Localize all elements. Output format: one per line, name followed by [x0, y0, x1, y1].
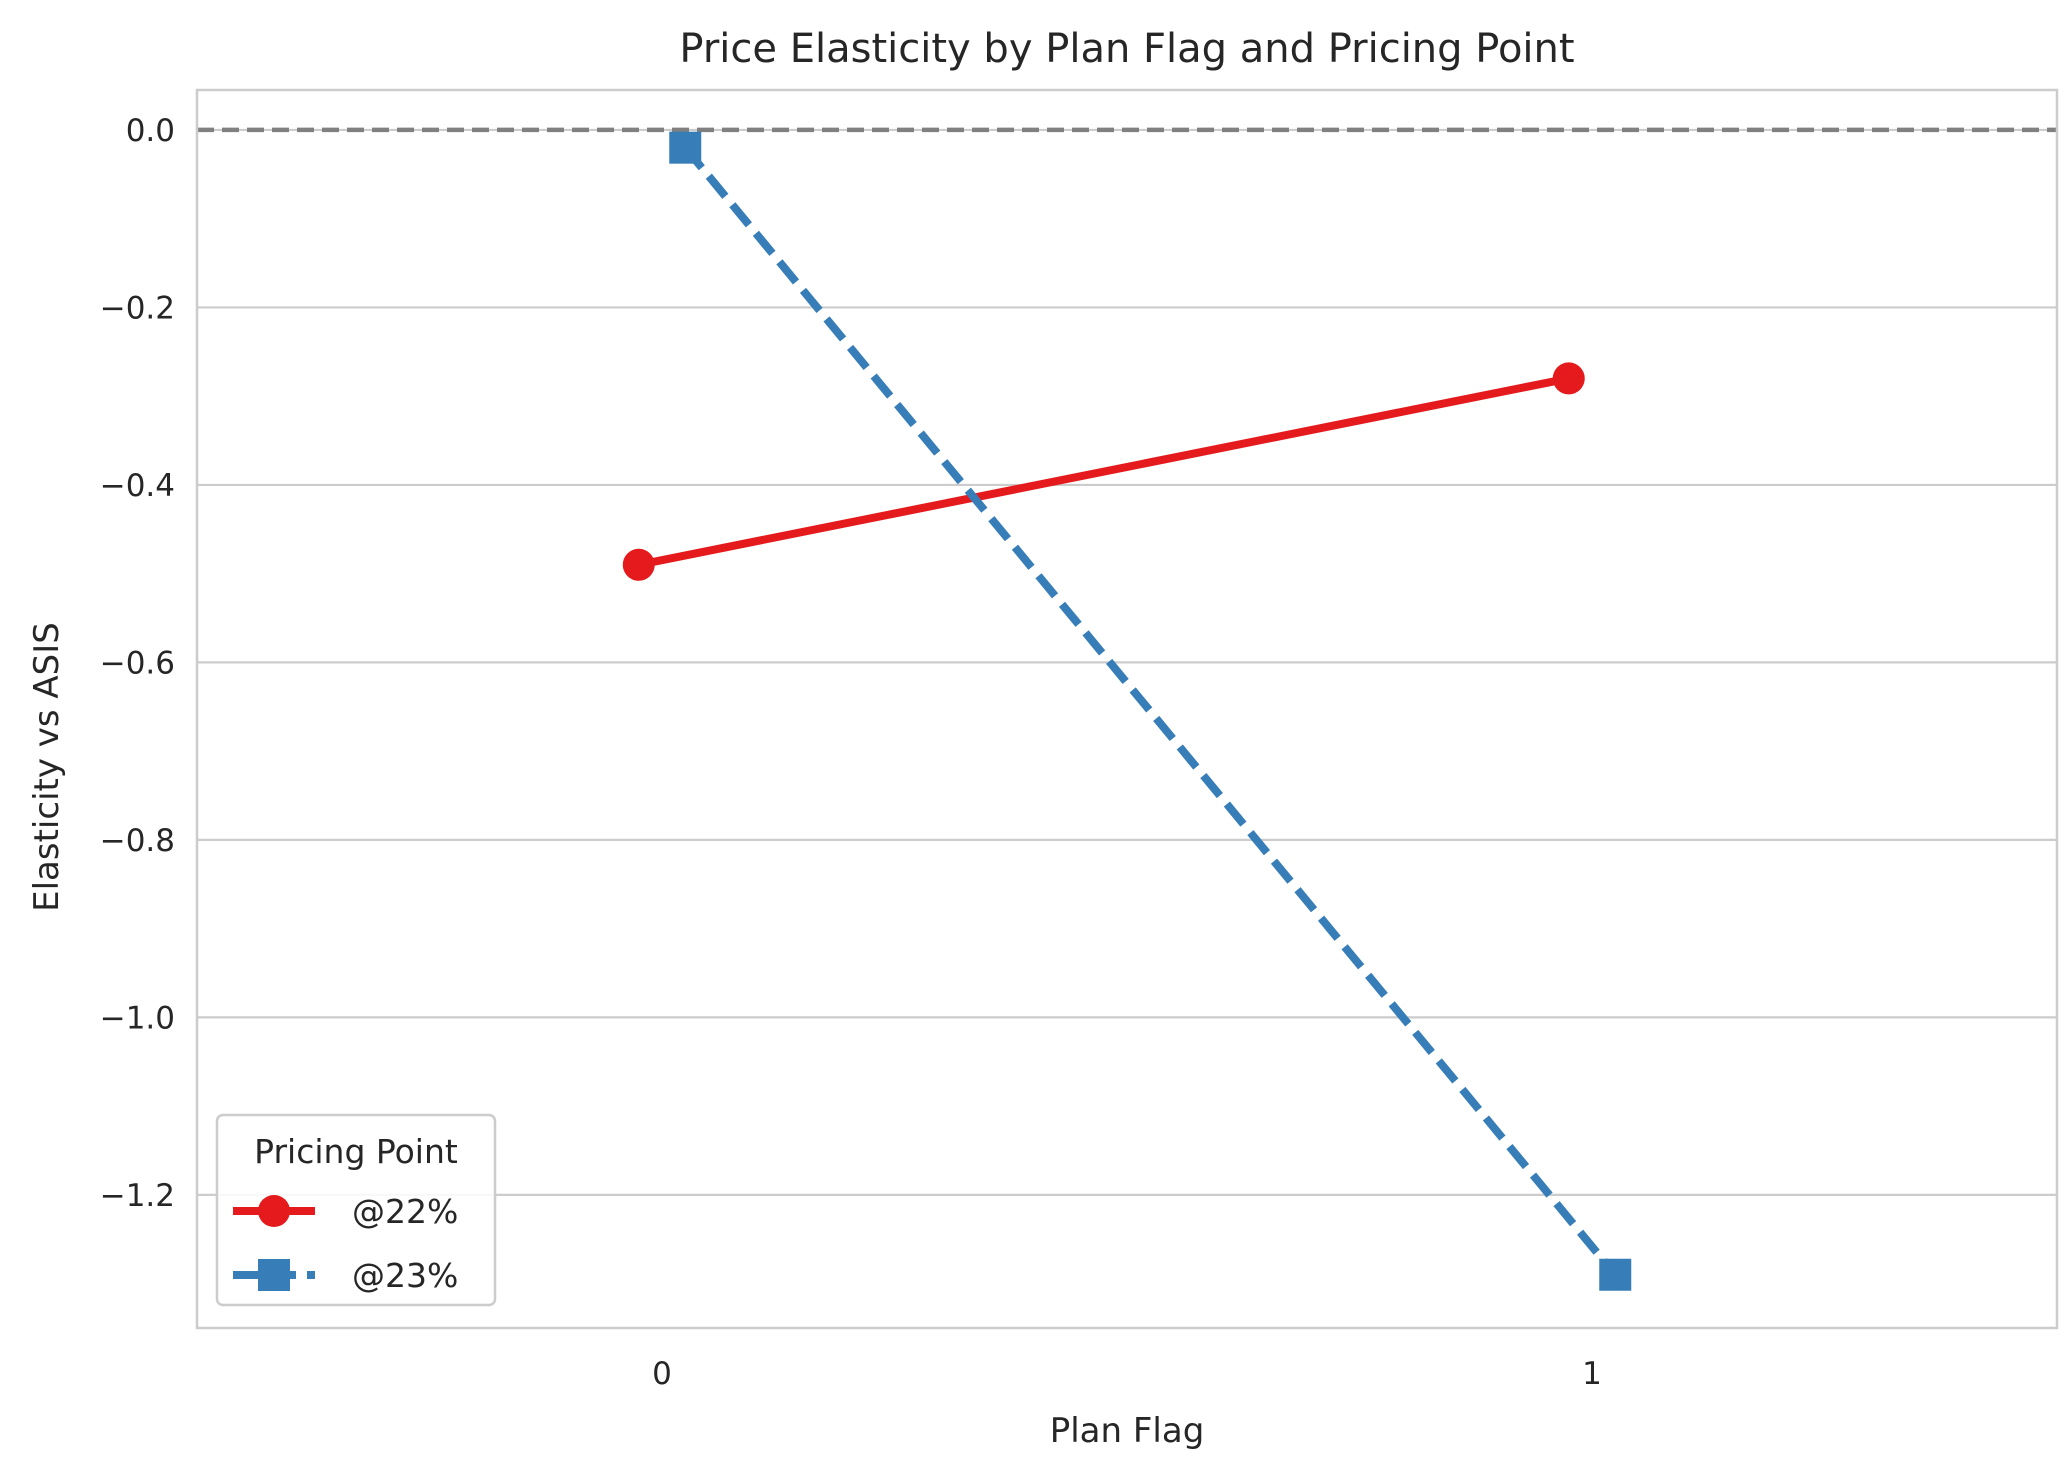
series-line-22: [637, 374, 1570, 569]
y-axis-label: Elasticity vs ASIS: [27, 622, 67, 912]
x-tick-label: 1: [1582, 1356, 1602, 1392]
data-point-marker: [1552, 362, 1585, 395]
legend: Pricing Point @22% @23%: [215, 1113, 497, 1307]
data-point-marker: [622, 548, 655, 581]
x-tick-label: 0: [652, 1356, 672, 1392]
legend-title: Pricing Point: [254, 1132, 458, 1171]
data-point-marker: [669, 131, 702, 164]
y-tick-labels: 0.0 −0.2 −0.4 −0.6 −0.8 −1.0 −1.2: [100, 113, 175, 1214]
y-tick-label: −0.8: [100, 823, 175, 859]
y-tick-label: −0.6: [100, 645, 175, 681]
legend-label: @23%: [352, 1256, 458, 1295]
legend-label: @22%: [352, 1192, 458, 1231]
chart-title: Price Elasticity by Plan Flag and Pricin…: [679, 26, 1574, 72]
y-tick-label: −1.2: [100, 1178, 175, 1214]
y-tick-label: −0.4: [100, 468, 175, 504]
legend-marker: [258, 1195, 290, 1227]
y-tick-label: 0.0: [126, 113, 175, 149]
plot-frame: [195, 88, 2059, 1330]
series-line-23: [682, 145, 1619, 1278]
legend-box: [215, 1113, 497, 1307]
y-tick-label: −0.2: [100, 290, 175, 326]
legend-marker: [258, 1259, 290, 1291]
series-layer: [622, 131, 1632, 1291]
y-tick-label: −1.0: [100, 1000, 175, 1036]
legend-entries: @22% @23%: [233, 1192, 458, 1295]
data-point-marker: [1599, 1258, 1632, 1291]
x-axis-label: Plan Flag: [1050, 1411, 1205, 1451]
